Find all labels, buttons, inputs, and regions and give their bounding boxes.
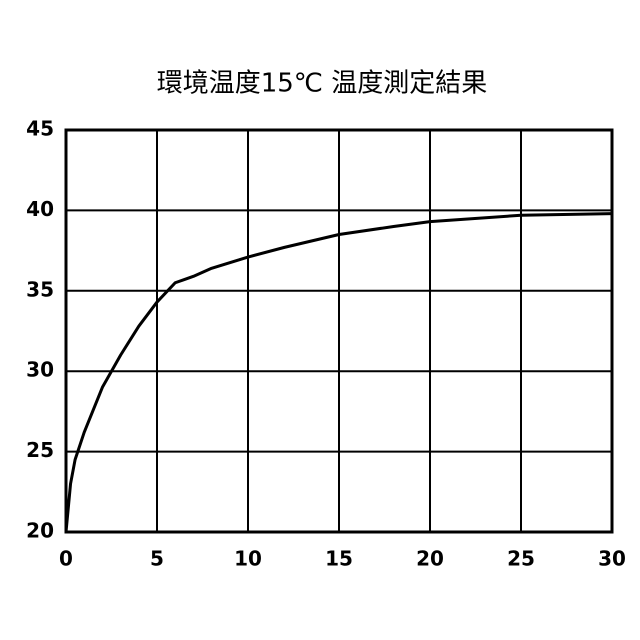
x-tick-label: 10 (234, 547, 262, 571)
x-tick-label: 20 (416, 547, 444, 571)
y-tick-label: 35 (26, 277, 54, 301)
x-tick-label: 5 (150, 547, 164, 571)
y-tick-label: 45 (26, 117, 54, 141)
chart: 環境温度15℃ 温度測定結果 20 25 30 35 40 45 0 5 10 15 20 25 30 (0, 0, 640, 640)
y-tick-label: 20 (26, 519, 54, 543)
x-tick-label: 0 (59, 547, 73, 571)
page: 環境温度15℃ 温度測定結果 202530354045051015202530 … (0, 0, 640, 640)
y-tick-label: 40 (26, 197, 54, 221)
y-tick-label: 30 (26, 358, 54, 382)
chart-title: 環境温度15℃ 温度測定結果 (157, 69, 488, 99)
x-tick-label: 15 (325, 547, 353, 571)
y-tick-label: 25 (26, 438, 54, 462)
x-tick-label: 30 (598, 547, 626, 571)
x-tick-label: 25 (507, 547, 535, 571)
